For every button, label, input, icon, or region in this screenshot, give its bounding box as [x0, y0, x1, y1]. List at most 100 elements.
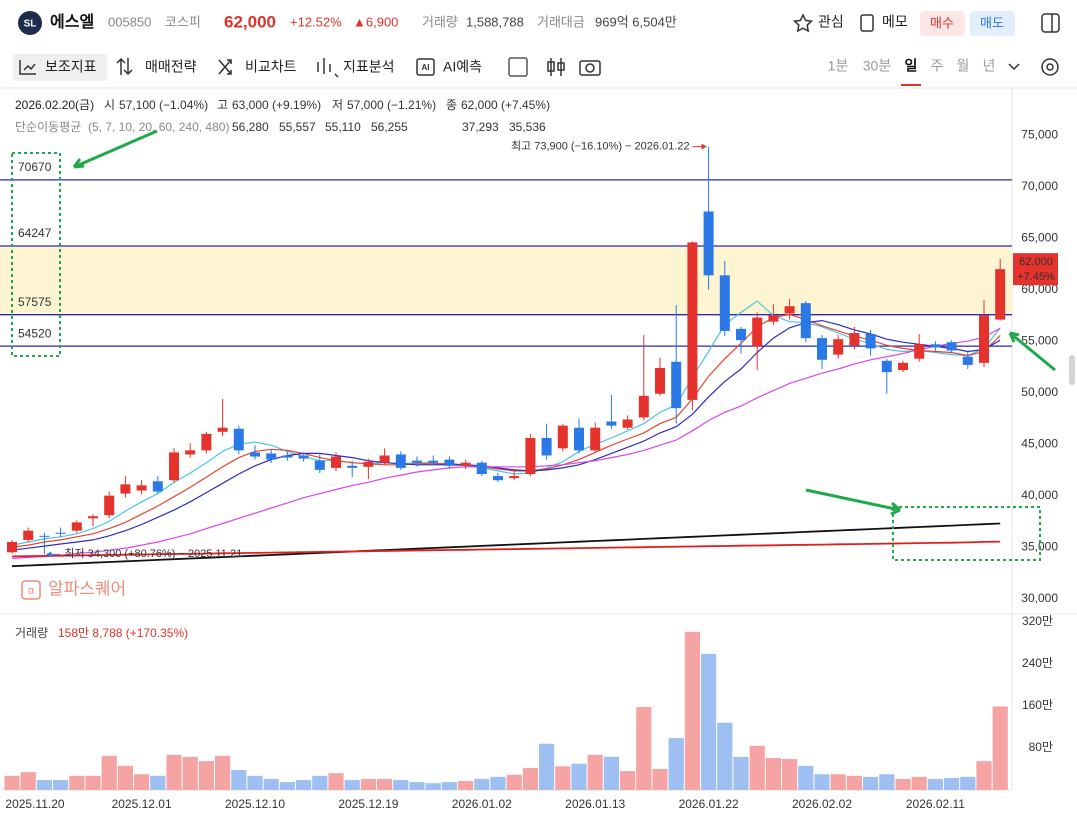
- toolbar-icon-text: AI: [422, 63, 430, 72]
- buy-button[interactable]: 매수: [930, 15, 954, 30]
- volume-bar: [215, 755, 231, 790]
- candle-body: [574, 427, 584, 451]
- candle-icon[interactable]: [547, 58, 565, 76]
- toolbar-item[interactable]: 지표분석: [343, 59, 395, 75]
- volume-bar: [895, 778, 911, 790]
- y-tick-label: 240만: [1022, 656, 1053, 670]
- volume-bar: [668, 737, 684, 790]
- y-tick-label: 40,000: [1021, 488, 1058, 502]
- x-tick-label: 2026.02.11: [906, 797, 965, 811]
- ma-line: [11, 313, 1001, 548]
- volume-bar: [814, 774, 830, 790]
- candle-body: [104, 495, 115, 516]
- ma-line: [11, 327, 1001, 560]
- ma-line: [11, 522, 1001, 568]
- memo-icon[interactable]: [860, 14, 874, 32]
- volume-bar: [85, 775, 101, 790]
- candle-body: [233, 428, 244, 451]
- volume-bar: [198, 761, 214, 790]
- chevron[interactable]: [1008, 63, 1020, 71]
- volume-subtitle: 158만 8,788 (+170.35%): [58, 626, 188, 640]
- toolbar-icon: [19, 60, 36, 75]
- annotation-arrow: [72, 129, 158, 169]
- period-tab[interactable]: 일: [905, 58, 918, 74]
- period-tab[interactable]: 1분: [828, 58, 849, 74]
- candle-body: [282, 455, 293, 458]
- candle-body: [250, 452, 260, 457]
- camera-lens: [585, 63, 595, 73]
- candle-body: [331, 456, 341, 468]
- x-tick-label: 2025.11.20: [5, 797, 64, 811]
- volume-bar: [425, 783, 441, 790]
- candle-body: [476, 462, 487, 475]
- volume-bar: [522, 767, 538, 790]
- volume-bar: [36, 780, 52, 790]
- candle-body: [493, 476, 503, 481]
- candle-body: [930, 344, 941, 348]
- buy-button-bg[interactable]: [920, 11, 965, 36]
- scroll-handle[interactable]: [1069, 355, 1075, 385]
- watermark-logo: [21, 580, 41, 600]
- period-tab[interactable]: 주: [931, 58, 944, 74]
- x-tick-label: 2026.01.13: [565, 797, 625, 811]
- period-tab[interactable]: 30분: [863, 58, 892, 74]
- level-label: 57575: [18, 295, 52, 309]
- sell-button-bg[interactable]: [970, 11, 1015, 36]
- volume-bar: [798, 765, 814, 790]
- watch-button[interactable]: 관심: [818, 14, 844, 30]
- ohlc-label: 시: [104, 98, 115, 112]
- ohlc-value: 63,000 (+9.19%): [232, 98, 321, 112]
- candle-body: [865, 334, 876, 349]
- volume-bar: [4, 775, 20, 790]
- x-tick-label: 2026.02.02: [792, 797, 852, 811]
- volume-bar: [636, 706, 652, 790]
- volume-bar: [603, 756, 619, 790]
- logo: [18, 11, 42, 35]
- ma-periods: (5, 7, 10, 20, 60, 240, 480): [88, 120, 229, 134]
- volume-bar: [911, 776, 927, 790]
- plot-area: 70670 64247 57575 54520: [0, 146, 1012, 790]
- min-label: 최저 34,300 (+80.76%) − 2025.11.21: [64, 547, 242, 560]
- period-tab[interactable]: 년: [983, 58, 996, 74]
- volume-bar: [458, 781, 474, 790]
- watch-icon[interactable]: [792, 13, 814, 33]
- candle-body: [784, 306, 795, 314]
- y-tick-label: 160만: [1022, 698, 1053, 712]
- toolbar-item[interactable]: AI예측: [443, 59, 482, 75]
- candle-body: [314, 460, 325, 470]
- candle-body: [88, 516, 98, 519]
- candle-body: [638, 395, 649, 418]
- candle-body: [687, 242, 698, 400]
- candle-body: [55, 532, 66, 534]
- candle-body: [817, 338, 827, 360]
- annotation-box: [11, 152, 61, 357]
- amount: 969억 6,504만: [595, 14, 677, 29]
- volume-bar: [992, 706, 1008, 790]
- checkbox[interactable]: [508, 57, 528, 77]
- ma-legend-value: 37,293: [462, 120, 499, 134]
- y-tick-label: 55,000: [1021, 333, 1058, 347]
- settings-icon[interactable]: [1041, 58, 1059, 76]
- sell-button[interactable]: 매도: [980, 15, 1004, 30]
- period-tab[interactable]: 월: [957, 58, 970, 74]
- volume-bar: [701, 653, 717, 790]
- volume-bar: [960, 776, 976, 790]
- ma-line: [11, 300, 1001, 546]
- toolbar-item[interactable]: 매매전략: [145, 59, 197, 75]
- volume-bar: [474, 778, 490, 790]
- panel-icon[interactable]: [1041, 13, 1060, 33]
- volume-bar: [846, 775, 862, 790]
- candle-body: [590, 427, 601, 451]
- candle-body: [412, 460, 422, 463]
- camera-icon[interactable]: [579, 60, 601, 76]
- candle-body: [557, 425, 568, 449]
- toolbar-item[interactable]: 비교차트: [245, 59, 297, 75]
- level-label: 70670: [18, 160, 52, 174]
- ma-legend-value: 55,110: [325, 120, 361, 134]
- toolbar-item[interactable]: 보조지표: [45, 59, 97, 75]
- ma-legend-value: 56,255: [371, 120, 408, 134]
- candle-body: [995, 269, 1006, 320]
- level-band: [0, 246, 1012, 315]
- memo-button[interactable]: 메모: [882, 14, 908, 30]
